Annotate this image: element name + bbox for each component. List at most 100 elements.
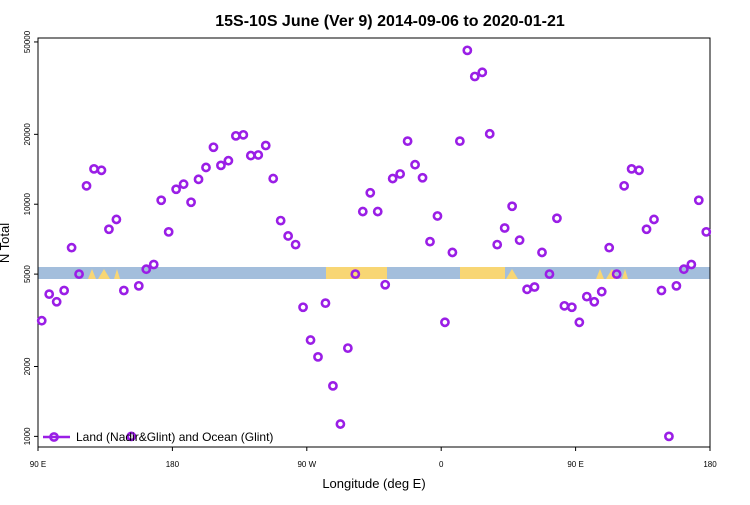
data-point (186, 197, 196, 208)
y-tick-label: 1000 (23, 427, 32, 445)
data-point (589, 296, 600, 307)
data-point (74, 269, 84, 280)
data-point (357, 206, 368, 217)
x-tick-label: 90 E (30, 460, 46, 469)
data-point (216, 160, 226, 171)
y-tick-label: 2000 (23, 357, 32, 375)
data-point (81, 180, 92, 191)
data-point (59, 285, 70, 296)
data-point (298, 302, 308, 313)
data-point (462, 45, 473, 56)
data-point (574, 317, 585, 328)
data-point (664, 431, 674, 442)
data-point (171, 184, 182, 195)
data-point (671, 280, 682, 291)
data-point (275, 215, 286, 226)
data-point (641, 224, 652, 235)
data-point (268, 173, 279, 184)
data-point (51, 296, 62, 307)
data-point (425, 236, 435, 247)
land-segment (326, 267, 387, 279)
data-point (581, 291, 592, 302)
data-point (104, 224, 114, 235)
x-tick-label: 180 (166, 460, 180, 469)
data-point (537, 247, 547, 258)
data-point (686, 259, 697, 270)
data-point (305, 335, 316, 345)
data-point (230, 130, 241, 141)
x-tick-label: 0 (439, 460, 444, 469)
data-point (477, 67, 488, 78)
data-point (328, 380, 338, 391)
chart-title: 15S-10S June (Ver 9) 2014-09-06 to 2020-… (215, 13, 565, 30)
data-point (522, 284, 532, 295)
data-point (492, 239, 503, 250)
land-bump (98, 269, 110, 279)
data-point (342, 343, 353, 354)
data-point (118, 285, 129, 296)
data-point (552, 213, 562, 224)
data-point (656, 285, 667, 296)
data-point (320, 298, 331, 309)
data-point (417, 172, 428, 183)
data-point (678, 264, 689, 275)
data-point (133, 280, 144, 291)
y-axis: 1000 2000 5000 10000 20000 50000 (23, 30, 38, 445)
data-point (36, 315, 47, 326)
land-bump (596, 269, 604, 279)
data-point (260, 140, 271, 151)
x-axis-label: Longitude (deg E) (322, 476, 425, 491)
data-point (193, 174, 204, 185)
data-point (566, 302, 577, 313)
data-point (469, 71, 480, 82)
data-point (402, 136, 413, 147)
land-bump (88, 269, 96, 279)
data-point (596, 286, 607, 297)
data-point (253, 150, 264, 160)
data-point (44, 289, 55, 300)
data-point (245, 150, 256, 161)
data-point (507, 201, 518, 212)
x-axis: 90 E 180 90 W 0 90 E 180 (30, 447, 717, 469)
data-point (201, 162, 211, 173)
data-point (372, 206, 383, 217)
land-segment (460, 267, 505, 279)
data-point (89, 163, 99, 174)
data-point (529, 282, 540, 292)
x-tick-label: 180 (703, 460, 717, 469)
plot-frame (37, 37, 711, 448)
data-point (141, 264, 152, 275)
data-point (126, 431, 137, 442)
data-point (387, 173, 398, 184)
data-point (701, 226, 712, 237)
data-point (335, 419, 346, 429)
legend: Land (Nadir&Glint) and Ocean (Glint) (43, 430, 273, 444)
data-point (290, 239, 301, 250)
y-axis-label: N Total (0, 223, 12, 263)
y-tick-label: 20000 (23, 123, 32, 146)
data-point (604, 242, 615, 253)
data-point (156, 195, 167, 206)
data-point (208, 142, 219, 153)
x-tick-label: 90 E (567, 460, 583, 469)
data-point (626, 163, 637, 174)
land-bump (114, 269, 120, 279)
land-bump (622, 269, 628, 279)
data-point (163, 226, 174, 237)
data-point (283, 231, 294, 241)
data-point (484, 128, 495, 139)
y-tick-label: 50000 (23, 30, 32, 53)
data-point (350, 269, 361, 280)
data-point (111, 214, 122, 225)
data-point (178, 179, 189, 190)
data-point (410, 159, 420, 170)
data-points (36, 45, 712, 442)
legend-label: Land (Nadir&Glint) and Ocean (Glint) (76, 430, 273, 444)
x-tick-label: 90 W (297, 460, 316, 469)
legend-marker (49, 432, 59, 442)
data-point (499, 223, 510, 233)
data-point (380, 279, 391, 290)
data-point (634, 165, 644, 176)
